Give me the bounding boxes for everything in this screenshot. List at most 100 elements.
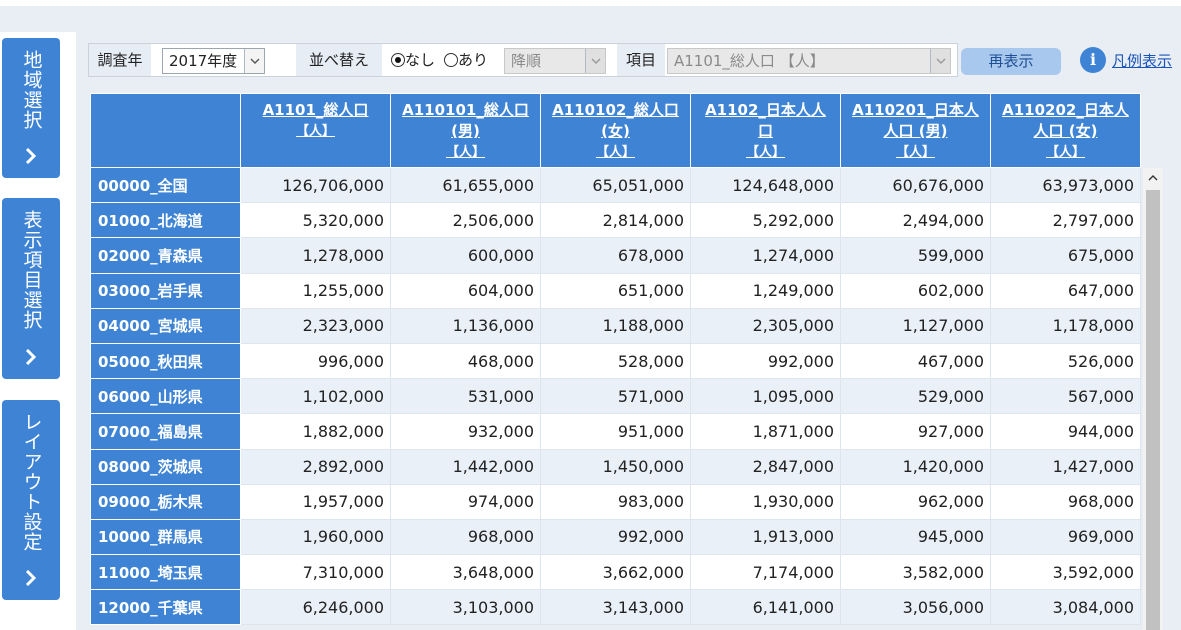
value-cell: 927,000 — [840, 413, 991, 450]
value-cell: 3,662,000 — [540, 554, 691, 591]
chevron-down-icon — [244, 49, 264, 73]
region-cell: 09000_栃木県 — [90, 483, 241, 520]
value-cell: 1,249,000 — [690, 272, 841, 309]
value-cell: 3,143,000 — [540, 589, 691, 626]
table-row: 01000_北海道 5,320,000 2,506,000 2,814,000 5,29… — [90, 202, 1141, 239]
column-header-title[interactable]: A110101_総人口 — [402, 101, 529, 119]
value-cell: 3,582,000 — [840, 554, 991, 591]
value-cell: 65,051,000 — [540, 166, 691, 204]
region-cell: 07000_福島県 — [90, 413, 241, 450]
side-tab-region-select[interactable]: 地域選択 — [2, 38, 60, 178]
value-cell: 2,323,000 — [240, 307, 391, 344]
value-cell: 944,000 — [990, 413, 1141, 450]
value-cell: 467,000 — [840, 342, 991, 380]
table-row: 02000_青森県 1,278,000 600,000 678,000 1,274,00… — [90, 237, 1141, 274]
table-row: 09000_栃木県 1,957,000 974,000 983,000 1,930,00… — [90, 483, 1141, 520]
table-row: 04000_宮城県 2,323,000 1,136,000 1,188,000 2,30… — [90, 307, 1141, 344]
side-tab-display-item-select[interactable]: 表示項目選択 — [2, 198, 60, 379]
sort-order-select[interactable]: 降順 — [504, 48, 606, 74]
item-select[interactable]: A1101_総人口 【人】 — [667, 48, 951, 74]
corner-header-cell — [90, 93, 241, 168]
region-cell: 06000_山形県 — [90, 378, 241, 415]
column-header-unit: 【人】 — [895, 145, 935, 160]
column-header-title[interactable]: A1101_総人口 — [262, 101, 369, 119]
value-cell: 529,000 — [840, 378, 991, 415]
value-cell: 2,847,000 — [690, 448, 841, 485]
column-header-unit: 【人】 — [595, 145, 635, 160]
column-header-subtitle[interactable]: 口 — [757, 122, 773, 140]
year-label: 調査年 — [89, 44, 151, 76]
column-header-subtitle[interactable]: (女) — [601, 122, 630, 140]
info-icon[interactable]: i — [1080, 47, 1106, 73]
column-header[interactable]: A110102_総人口 (女) 【人】 — [540, 93, 691, 168]
value-cell: 602,000 — [840, 272, 991, 309]
column-header-title[interactable]: A110201_日本人 — [852, 101, 979, 119]
value-cell: 63,973,000 — [990, 166, 1141, 204]
vertical-scrollbar[interactable] — [1143, 168, 1163, 630]
value-cell: 1,136,000 — [390, 307, 541, 344]
scrollbar-thumb[interactable] — [1146, 190, 1160, 630]
table-row: 11000_埼玉県 7,310,000 3,648,000 3,662,000 7,17… — [90, 554, 1141, 591]
sort-none-radio[interactable]: なし — [391, 44, 435, 76]
value-cell: 932,000 — [390, 413, 541, 450]
value-cell: 526,000 — [990, 342, 1141, 380]
column-header-unit: 【人】 — [745, 145, 785, 160]
sort-order-value: 降順 — [511, 52, 542, 70]
redisplay-button[interactable]: 再表示 — [961, 48, 1061, 75]
chevron-up-icon[interactable] — [1143, 168, 1163, 188]
column-header[interactable]: A110101_総人口 (男) 【人】 — [390, 93, 541, 168]
value-cell: 2,814,000 — [540, 202, 691, 239]
table-row: 08000_茨城県 2,892,000 1,442,000 1,450,000 2,84… — [90, 448, 1141, 485]
statistics-table: A1101_総人口 【人】 A110101_総人口 (男) 【人】 A110102_総人口… — [90, 93, 1141, 626]
value-cell: 1,442,000 — [390, 448, 541, 485]
value-cell: 604,000 — [390, 272, 541, 309]
column-header-subtitle[interactable]: 人口 (女) — [1033, 122, 1098, 140]
column-header-title[interactable]: A1102_日本人人 — [705, 101, 826, 119]
table-row: 10000_群馬県 1,960,000 968,000 992,000 1,913,00… — [90, 518, 1141, 556]
value-cell: 599,000 — [840, 237, 991, 274]
column-header-title[interactable]: A110202_日本人 — [1002, 101, 1129, 119]
column-header-unit: 【人】 — [1045, 145, 1085, 160]
value-cell: 1,960,000 — [240, 518, 391, 556]
value-cell: 3,084,000 — [990, 589, 1141, 626]
column-header[interactable]: A1102_日本人人口【人】 — [690, 93, 841, 168]
value-cell: 3,103,000 — [390, 589, 541, 626]
column-header-subtitle[interactable]: (男) — [451, 122, 480, 140]
value-cell: 1,178,000 — [990, 307, 1141, 344]
column-header[interactable]: A110202_日本人 人口 (女) 【人】 — [990, 93, 1141, 168]
side-tab-label: 表示項目選択 — [20, 210, 43, 330]
value-cell: 983,000 — [540, 483, 691, 520]
value-cell: 6,141,000 — [690, 589, 841, 626]
column-header[interactable]: A1101_総人口 【人】 — [240, 93, 391, 168]
top-margin — [0, 0, 1181, 6]
value-cell: 531,000 — [390, 378, 541, 415]
legend-display-link[interactable]: 凡例表示 — [1112, 52, 1173, 70]
value-cell: 992,000 — [690, 342, 841, 380]
value-cell: 2,494,000 — [840, 202, 991, 239]
value-cell: 5,320,000 — [240, 202, 391, 239]
column-header[interactable]: A110201_日本人 人口 (男) 【人】 — [840, 93, 991, 168]
column-header-subtitle[interactable]: 人口 (男) — [883, 122, 948, 140]
side-tab-layout-settings[interactable]: レイアウト設定 — [2, 400, 60, 600]
column-header-unit: 【人】 — [445, 145, 485, 160]
value-cell: 996,000 — [240, 342, 391, 380]
value-cell: 651,000 — [540, 272, 691, 309]
value-cell: 1,127,000 — [840, 307, 991, 344]
value-cell: 528,000 — [540, 342, 691, 380]
table-row: 05000_秋田県 996,000 468,000 528,000 992,000 467… — [90, 342, 1141, 380]
column-header-title[interactable]: A110102_総人口 — [552, 101, 679, 119]
radio-unchecked-icon — [444, 53, 458, 67]
year-select[interactable]: 2017年度 — [162, 48, 265, 74]
table-row: 12000_千葉県 6,246,000 3,103,000 3,143,000 6,14… — [90, 589, 1141, 626]
year-select-value: 2017年度 — [169, 52, 238, 70]
region-cell: 12000_千葉県 — [90, 589, 241, 626]
value-cell: 2,305,000 — [690, 307, 841, 344]
value-cell: 647,000 — [990, 272, 1141, 309]
value-cell: 2,797,000 — [990, 202, 1141, 239]
sort-some-radio[interactable]: あり — [444, 44, 488, 76]
value-cell: 1,882,000 — [240, 413, 391, 450]
sort-none-label: なし — [405, 51, 436, 69]
value-cell: 968,000 — [990, 483, 1141, 520]
value-cell: 5,292,000 — [690, 202, 841, 239]
value-cell: 3,056,000 — [840, 589, 991, 626]
